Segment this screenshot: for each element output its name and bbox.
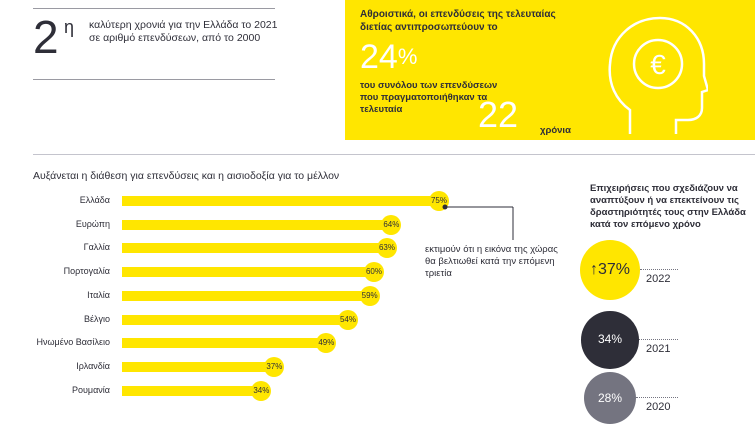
rank-description: καλύτερη χρονιά για την Ελλάδα το 2021 σ… xyxy=(89,19,278,44)
bar-value-label: 64% xyxy=(381,214,402,235)
bar xyxy=(122,219,400,230)
bubble: 34% xyxy=(581,311,639,369)
bar-value-label: 54% xyxy=(338,309,358,330)
highlight-years-label: χρόνια xyxy=(540,125,571,136)
highlight-percent-sign: % xyxy=(397,44,418,69)
bar-value-label: 34% xyxy=(251,380,272,401)
bar xyxy=(122,361,283,372)
highlight-panel xyxy=(345,0,755,140)
bar-value-label: 49% xyxy=(316,333,337,354)
bar-category-label: Ιρλανδία xyxy=(76,360,110,371)
bar-category-label: Ευρώπη xyxy=(75,218,110,229)
top-rule xyxy=(33,8,275,9)
highlight-subtext: του συνόλου των επενδύσεων που πραγματοπ… xyxy=(360,80,498,115)
highlight-percent-value: 24 xyxy=(360,38,398,76)
bubble-leader-line xyxy=(638,339,678,340)
bubble-leader-line xyxy=(640,269,678,270)
bar xyxy=(122,314,356,325)
section-title: Αυξάνεται η διάθεση για επενδύσεις και η… xyxy=(33,170,340,182)
bar xyxy=(122,290,378,301)
highlight-percent: 24% xyxy=(360,40,417,74)
bar-category-label: Ηνωμένο Βασίλειο xyxy=(36,337,110,348)
bar-category-label: Ρουμανία xyxy=(71,384,110,395)
highlight-heading: Αθροιστικά, οι επενδύσεις της τελευταίας… xyxy=(360,9,556,33)
bubble-leader-line xyxy=(636,397,678,398)
bar xyxy=(122,267,382,278)
section-rule xyxy=(33,154,755,155)
note-connector xyxy=(442,204,514,240)
bar-value-label: 60% xyxy=(364,262,384,283)
bubble-year-label: 2020 xyxy=(646,401,671,413)
bubble: 28% xyxy=(583,371,637,425)
bar-value-label: 37% xyxy=(264,356,285,377)
bar-category-label: Γαλλία xyxy=(83,242,110,253)
bar xyxy=(122,338,335,349)
bubble: ↑37% xyxy=(580,240,640,300)
bar-category-label: Ιταλία xyxy=(87,289,110,300)
head-euro-icon: € xyxy=(608,16,708,134)
greece-note: εκτιμούν ότι η εικόνα της χώρας θα βελτι… xyxy=(425,244,558,279)
bubble-year-label: 2021 xyxy=(646,343,671,355)
bar-value-label: 59% xyxy=(359,285,380,306)
bubble-year-label: 2022 xyxy=(646,273,671,285)
bar-category-label: Ελλάδα xyxy=(79,195,110,205)
bar-category-label: Βέλγιο xyxy=(83,313,110,324)
rank-superscript: η xyxy=(64,17,75,37)
bar xyxy=(122,243,395,254)
bar xyxy=(122,196,447,206)
bar xyxy=(122,385,270,396)
rank-value: 2 xyxy=(33,11,59,63)
svg-text:€: € xyxy=(650,49,666,80)
bar-value-label: 63% xyxy=(377,238,397,259)
bubble-chart-title: Επιχειρήσεις που σχεδιάζουν να αναπτύξου… xyxy=(590,183,746,230)
stat-bottom-rule xyxy=(33,79,275,80)
highlight-years-value: 22 xyxy=(478,94,519,135)
bar-category-label: Πορτογαλία xyxy=(63,266,110,277)
